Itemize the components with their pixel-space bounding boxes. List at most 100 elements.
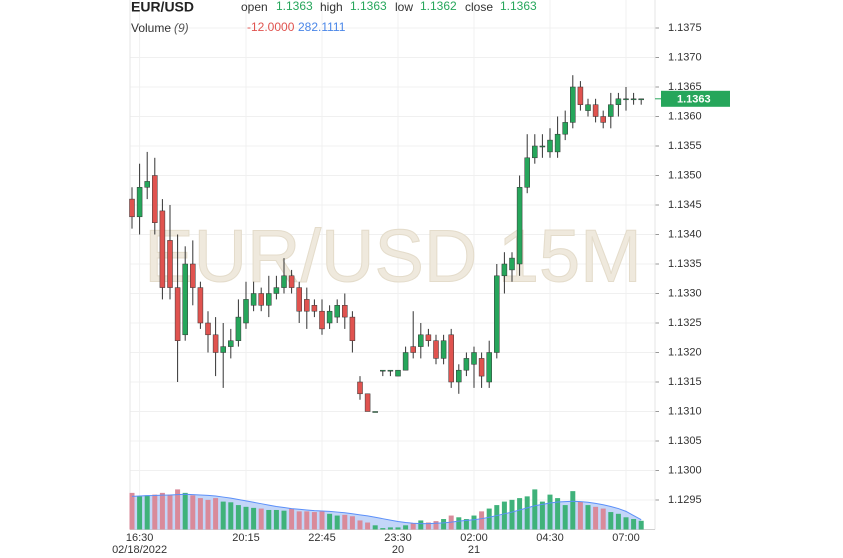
volume-period: (9) <box>174 21 189 35</box>
candle-body <box>440 340 447 359</box>
volume-bar <box>167 494 173 530</box>
volume-bar <box>349 516 355 530</box>
volume-bar <box>471 515 477 530</box>
date-label: 20 <box>392 544 404 556</box>
y-tick-label: 1.1365 <box>668 81 702 93</box>
candle-body <box>592 104 599 117</box>
volume-bar <box>319 511 325 530</box>
volume-bar <box>129 492 135 530</box>
candle-body <box>501 263 508 277</box>
date-label: 02/18/2022 <box>112 544 167 556</box>
candle-body <box>554 133 561 153</box>
symbol: EUR/USD <box>131 0 194 15</box>
volume-ma-line <box>131 493 642 525</box>
date-label: 21 <box>468 544 480 556</box>
candle-body <box>425 334 432 341</box>
volume-bar <box>152 494 158 530</box>
volume-bar <box>235 505 241 530</box>
candle-body <box>342 305 348 318</box>
candle-body <box>357 381 363 395</box>
last-price-label: 1.1363 <box>677 94 711 106</box>
volume-bar <box>296 511 302 530</box>
watermark: EUR/USD 15M <box>144 215 642 298</box>
volume-bar <box>213 498 219 530</box>
candle-body <box>205 322 211 336</box>
x-tick-label: 23:30 <box>384 532 412 544</box>
high-value: 1.1363 <box>350 0 387 13</box>
candle-body <box>478 358 485 377</box>
candle-body <box>129 198 135 218</box>
volume-bar <box>615 513 621 530</box>
volume-bar <box>433 521 439 530</box>
volume-bar <box>251 507 257 530</box>
candle-body <box>319 310 325 330</box>
x-tick-label: 02:00 <box>460 532 488 544</box>
candle-body <box>585 104 591 111</box>
candle-body <box>380 369 386 372</box>
candle-body <box>448 334 454 383</box>
y-tick-label: 1.1305 <box>668 435 702 447</box>
candle-body <box>364 393 371 412</box>
candle-body <box>174 287 181 341</box>
candle-body <box>539 145 546 148</box>
low-label: low <box>395 0 413 14</box>
y-tick-label: 1.1340 <box>668 228 702 240</box>
candle-body <box>615 98 622 105</box>
volume-label: Volume <box>131 21 171 35</box>
candle-body <box>486 352 492 383</box>
volume-bar <box>197 498 203 530</box>
candle-body <box>418 334 424 347</box>
volume-bar <box>517 498 523 530</box>
candle-body <box>228 340 234 347</box>
y-tick-label: 1.1325 <box>668 317 702 329</box>
volume-bar <box>387 527 393 530</box>
volume-bar <box>494 505 500 530</box>
volume-bar <box>585 505 591 530</box>
volume-bar <box>463 519 469 530</box>
volume-bar <box>137 496 143 530</box>
volume-bar <box>342 514 348 530</box>
volume-bar <box>311 512 317 530</box>
candle-body <box>494 275 500 353</box>
volume-bar <box>593 506 599 530</box>
volume-bar <box>608 512 614 530</box>
volume-bar <box>631 519 637 530</box>
candle-body <box>562 122 568 135</box>
last-price-tag <box>661 90 730 107</box>
y-tick-label: 1.1345 <box>668 199 702 211</box>
volume-ma-value: 282.1111 <box>298 20 346 34</box>
candle-body <box>372 411 378 413</box>
y-tick-label: 1.1300 <box>668 464 702 476</box>
volume-bar <box>220 501 226 530</box>
candle-body <box>273 287 280 294</box>
candle-body <box>288 275 295 288</box>
candle-body <box>281 275 287 288</box>
volume-bar <box>372 525 378 530</box>
candle-body <box>630 98 637 101</box>
candle-body <box>304 299 310 312</box>
volume-bar <box>266 509 272 530</box>
volume-bar <box>228 502 234 530</box>
volume-bar <box>327 513 333 530</box>
candle-body <box>334 305 340 318</box>
candle-body <box>395 369 401 377</box>
candle-body <box>623 98 629 101</box>
close-label: close <box>465 0 493 14</box>
volume-bar <box>380 528 386 530</box>
y-tick-label: 1.1295 <box>668 494 702 506</box>
volume-bar <box>182 492 188 530</box>
candle-body <box>311 305 318 312</box>
candle-body <box>197 287 204 324</box>
volume-bar <box>570 491 576 530</box>
volume-bar <box>334 515 340 530</box>
candle-body <box>509 257 515 271</box>
volume-bar <box>205 499 211 530</box>
volume-bar <box>509 499 515 530</box>
candle-body <box>532 145 538 159</box>
candle-body <box>326 310 333 324</box>
candle-body <box>190 263 196 288</box>
x-tick-label: 20:15 <box>232 532 260 544</box>
volume-bar <box>623 517 629 530</box>
candle-body <box>463 358 470 371</box>
candle-body <box>387 369 394 372</box>
